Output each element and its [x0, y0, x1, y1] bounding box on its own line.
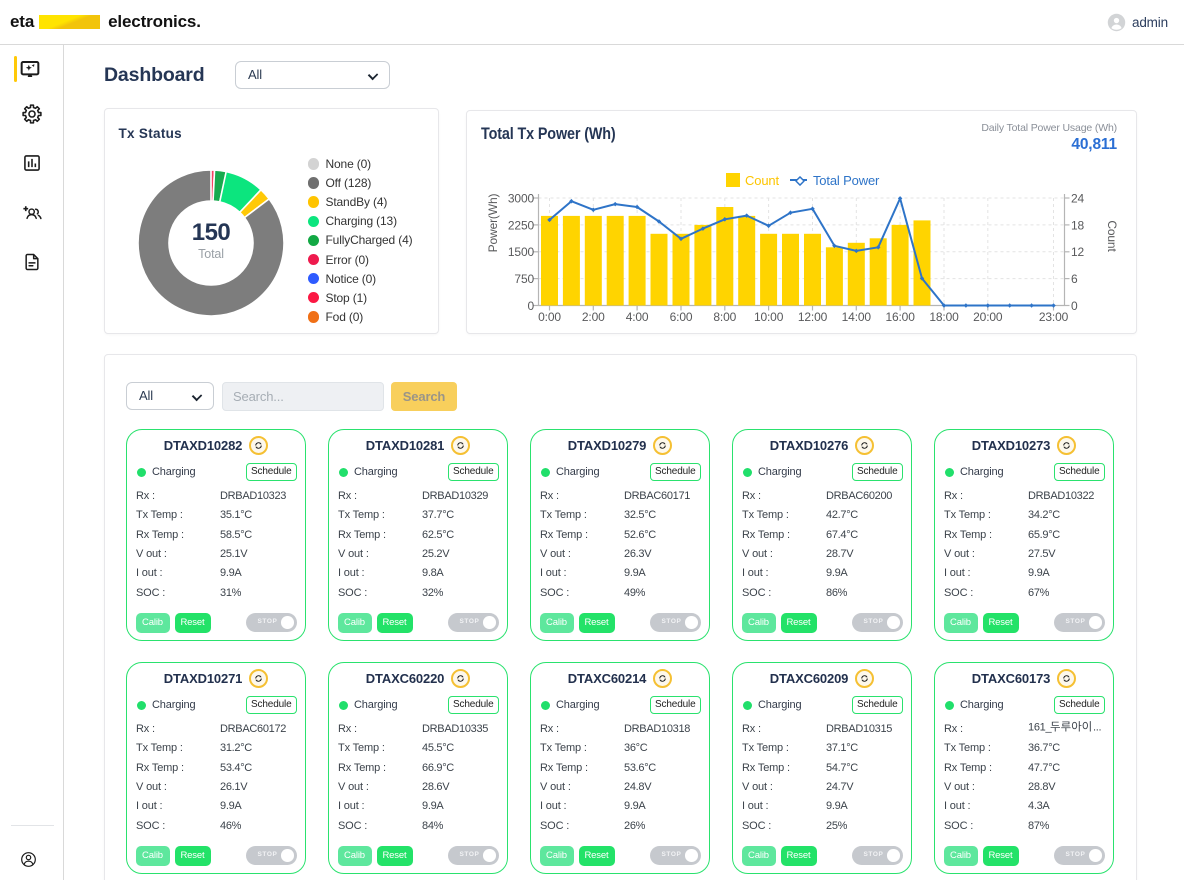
- svg-text:10:00: 10:00: [754, 310, 784, 324]
- svg-text:24: 24: [1071, 192, 1085, 206]
- svg-text:4:00: 4:00: [626, 310, 649, 324]
- svg-text:0: 0: [1071, 299, 1078, 313]
- svg-text:Count: Count: [1105, 220, 1119, 252]
- svg-text:18:00: 18:00: [929, 310, 959, 324]
- svg-text:6:00: 6:00: [670, 310, 693, 324]
- svg-text:16:00: 16:00: [885, 310, 915, 324]
- svg-text:3000: 3000: [508, 192, 535, 206]
- svg-text:1500: 1500: [508, 245, 535, 259]
- svg-text:6: 6: [1071, 272, 1078, 286]
- svg-text:2:00: 2:00: [582, 310, 605, 324]
- svg-text:14:00: 14:00: [842, 310, 872, 324]
- svg-text:750: 750: [514, 272, 534, 286]
- svg-text:Power(Wh): Power(Wh): [486, 194, 500, 253]
- svg-text:2250: 2250: [508, 218, 535, 232]
- svg-text:0:00: 0:00: [538, 310, 561, 324]
- svg-text:18: 18: [1071, 218, 1085, 232]
- svg-text:12:00: 12:00: [798, 310, 828, 324]
- svg-text:0: 0: [527, 299, 534, 313]
- svg-text:161_: 161_: [1028, 722, 1052, 734]
- svg-text:23:00: 23:00: [1039, 310, 1069, 324]
- svg-text:12: 12: [1071, 245, 1085, 259]
- svg-text:...: ...: [1093, 722, 1102, 734]
- svg-text:20:00: 20:00: [973, 310, 1003, 324]
- svg-text:8:00: 8:00: [713, 310, 736, 324]
